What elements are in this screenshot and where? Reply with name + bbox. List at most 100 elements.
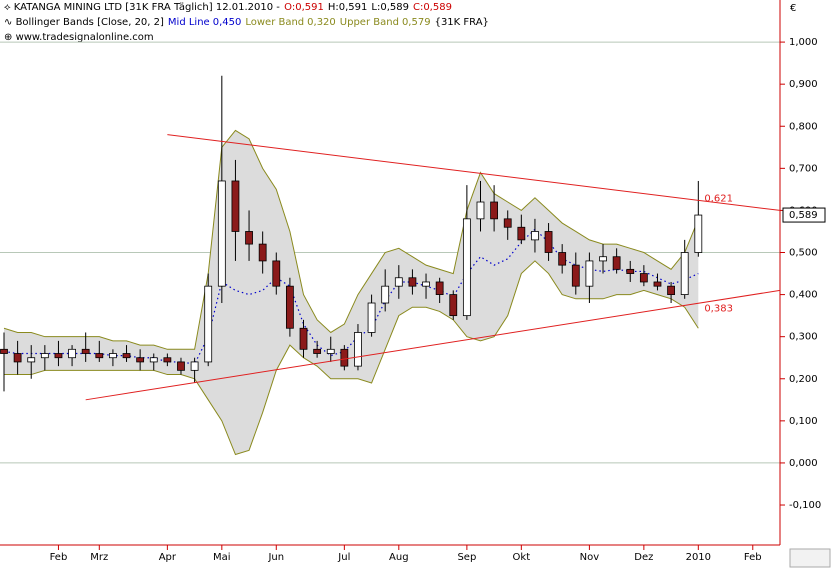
source: ⊕ www.tradesignalonline.com bbox=[4, 32, 154, 43]
candle-body bbox=[163, 357, 172, 363]
candle-body bbox=[340, 348, 349, 367]
candle-body bbox=[490, 201, 499, 220]
x-tick-label: Feb bbox=[50, 552, 68, 563]
title: KATANGA MINING LTD [31K FRA Täglich] 12.… bbox=[14, 2, 280, 13]
candle-body bbox=[667, 285, 675, 295]
candle-body bbox=[258, 243, 267, 262]
candle-body bbox=[313, 348, 322, 354]
legend-name: Mid Line bbox=[168, 17, 210, 28]
candle-body bbox=[204, 285, 213, 363]
candle-body bbox=[571, 264, 580, 287]
candle-body bbox=[694, 214, 703, 253]
band-line bbox=[4, 260, 699, 456]
legend-icon: ∿ bbox=[4, 17, 16, 28]
y-tick-label: 0,800 bbox=[789, 121, 818, 132]
candle-body bbox=[585, 260, 594, 287]
x-tick-label: Sep bbox=[457, 552, 476, 563]
y-tick-label: 1,000 bbox=[789, 37, 818, 48]
candle-body bbox=[680, 252, 689, 295]
candle-body bbox=[599, 256, 607, 262]
ohlc: O:0,591 H:0,591 L:0,589 C:0,589 bbox=[284, 2, 452, 13]
candle-body bbox=[231, 180, 240, 232]
x-tick-label: Aug bbox=[389, 552, 409, 563]
symbol-icon: ⟡ bbox=[4, 2, 14, 13]
x-tick-label: Jun bbox=[267, 552, 284, 563]
trendline-label: 0,383 bbox=[704, 304, 733, 315]
header: ⟡ KATANGA MINING LTD [31K FRA Täglich] 1… bbox=[4, 2, 452, 13]
y-tick-label: 0,200 bbox=[789, 374, 818, 385]
candle-body bbox=[177, 361, 185, 371]
ohlc-value: C:0,589 bbox=[413, 2, 452, 13]
candle-body bbox=[190, 361, 199, 371]
candle-body bbox=[245, 231, 253, 245]
x-tick-label: Jul bbox=[337, 552, 350, 563]
candle-body bbox=[408, 277, 417, 287]
candle-body bbox=[136, 357, 145, 363]
candle-body bbox=[544, 231, 553, 253]
candle-body bbox=[217, 180, 226, 287]
ohlc-value: O:0,591 bbox=[284, 2, 324, 13]
y-tick-label: -0,100 bbox=[789, 500, 821, 511]
indicator: Bollinger Bands [Close, 20, 2] bbox=[16, 17, 164, 28]
source-text: www.tradesignalonline.com bbox=[16, 32, 154, 43]
x-tick-label: Okt bbox=[513, 552, 531, 563]
candle-body bbox=[462, 218, 471, 317]
legend-value: 0,320 bbox=[307, 17, 336, 28]
y-tick-label: 0,300 bbox=[789, 332, 818, 343]
candle-body bbox=[476, 201, 485, 220]
candle-body bbox=[13, 353, 22, 363]
trendline bbox=[85, 289, 781, 401]
candle-body bbox=[54, 353, 63, 359]
candle-body bbox=[122, 353, 131, 359]
trendline bbox=[167, 134, 781, 211]
candle-body bbox=[68, 348, 76, 359]
ohlc-value: H:0,591 bbox=[328, 2, 368, 13]
mid-line bbox=[3, 228, 699, 365]
candle-body bbox=[299, 327, 308, 350]
scroll-control[interactable] bbox=[789, 548, 831, 568]
candle-body bbox=[381, 285, 390, 304]
candle-body bbox=[40, 353, 49, 359]
x-tick-label: Feb bbox=[744, 552, 762, 563]
candle-body bbox=[272, 260, 281, 287]
x-tick-label: Apr bbox=[159, 552, 177, 563]
legend: ∿ Bollinger Bands [Close, 20, 2] Mid Line… bbox=[4, 17, 489, 28]
band-fill bbox=[4, 130, 699, 455]
candle-body bbox=[531, 231, 539, 241]
candle-body bbox=[0, 348, 8, 354]
candle-body bbox=[367, 302, 376, 333]
legend-symbol: {31K FRA} bbox=[435, 17, 489, 28]
y-tick-label: 0,100 bbox=[789, 416, 818, 427]
legend-name: Lower Band bbox=[245, 17, 304, 28]
candle-body bbox=[558, 252, 567, 266]
candle-body bbox=[503, 218, 512, 228]
candle-body bbox=[149, 357, 158, 363]
candle-body bbox=[449, 294, 458, 317]
band-line bbox=[3, 129, 699, 350]
x-tick-label: Mai bbox=[213, 552, 231, 563]
candle-body bbox=[27, 357, 36, 363]
y-tick-label: 0,900 bbox=[789, 79, 818, 90]
candle-body bbox=[394, 277, 403, 287]
x-tick-label: 2010 bbox=[686, 552, 711, 563]
candle-body bbox=[285, 285, 294, 329]
currency: € bbox=[790, 3, 796, 14]
candle-body bbox=[354, 332, 362, 367]
candle-body bbox=[639, 273, 648, 283]
legend-value: 0,450 bbox=[213, 17, 242, 28]
x-tick-label: Dez bbox=[634, 552, 653, 563]
candle-body bbox=[326, 348, 335, 354]
last-price-box bbox=[782, 207, 826, 223]
candle-body bbox=[435, 281, 444, 295]
trendline-label: 0,621 bbox=[704, 194, 733, 205]
candle-body bbox=[422, 281, 430, 287]
y-tick-label: 0,000 bbox=[789, 458, 818, 469]
y-tick-label: 0,500 bbox=[789, 248, 818, 259]
y-tick-label: 0,700 bbox=[789, 163, 818, 174]
x-tick-label: Mrz bbox=[90, 552, 108, 563]
y-tick-label: 0,400 bbox=[789, 290, 818, 301]
candle-body bbox=[612, 256, 621, 270]
candle-body bbox=[653, 281, 662, 287]
x-tick-label: Nov bbox=[580, 552, 600, 563]
